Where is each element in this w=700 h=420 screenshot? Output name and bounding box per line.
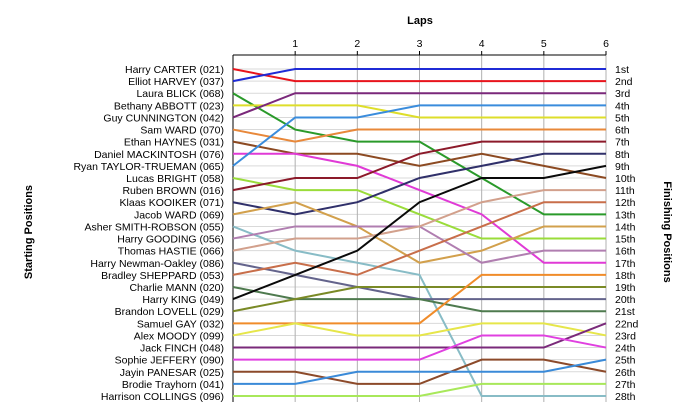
x-tick-label: 1 <box>292 38 298 50</box>
series-line-16 <box>232 189 606 252</box>
chart-title: Laps <box>407 15 433 27</box>
finishing-position-label: 14th <box>615 221 636 233</box>
series-line-21 <box>232 286 606 313</box>
starting-position-label: Lucas BRIGHT (058) <box>126 173 224 185</box>
starting-position-label: Jayin PANESAR (025) <box>120 367 224 379</box>
x-tick-label: 6 <box>603 38 609 50</box>
starting-position-label: Ruben BROWN (016) <box>122 185 224 197</box>
starting-position-label: Charlie MANN (020) <box>129 282 224 294</box>
starting-position-label: Harry Newman-Oakley (086) <box>90 258 224 270</box>
finishing-position-label: 23rd <box>615 330 636 342</box>
series-line-1 <box>232 68 606 83</box>
series-line-13 <box>232 201 606 264</box>
series-line-11 <box>232 140 606 192</box>
finishing-position-label: 17th <box>615 258 636 270</box>
finishing-position-label: 25th <box>615 355 636 367</box>
starting-position-label: Asher SMITH-ROBSON (055) <box>85 221 224 233</box>
starting-position-label: Daniel MACKINTOSH (076) <box>94 149 224 161</box>
starting-position-label: Ryan TAYLOR-TRUEMAN (065) <box>73 161 224 173</box>
finishing-position-label: 2nd <box>615 76 633 88</box>
starting-position-label: Samuel GAY (032) <box>137 318 224 330</box>
starting-position-label: Sam WARD (070) <box>140 125 224 137</box>
finishing-position-labels: 1st2nd3rd4th5th6th7th8th9th10th11th12th1… <box>615 64 639 403</box>
series-lines <box>232 68 607 397</box>
starting-position-label: Laura BLICK (068) <box>136 88 224 100</box>
finishing-position-label: 13th <box>615 209 636 221</box>
finishing-position-label: 24th <box>615 343 636 355</box>
x-tick-labels: 1 2 3 4 5 6 <box>292 38 609 50</box>
finishing-position-label: 20th <box>615 294 636 306</box>
series-line-18 <box>232 201 606 276</box>
starting-position-labels: Harry CARTER (021)Elliot HARVEY (037)Lau… <box>73 64 224 403</box>
starting-position-label: Guy CUNNINGTON (042) <box>103 112 224 124</box>
starting-position-label: Harry KING (049) <box>142 294 224 306</box>
finishing-position-label: 9th <box>615 161 630 173</box>
starting-position-label: Bethany ABBOTT (023) <box>114 100 224 112</box>
starting-position-label: Jack FINCH (048) <box>140 343 224 355</box>
series-line-23 <box>232 322 607 337</box>
starting-position-label: Jacob WARD (069) <box>134 209 224 221</box>
finishing-position-label: 4th <box>615 100 630 112</box>
starting-position-label: Klaas KOOIKER (071) <box>120 197 224 209</box>
series-line-2 <box>232 68 606 83</box>
series-line-8 <box>233 152 606 264</box>
series-line-12 <box>232 152 606 216</box>
series-line-10 <box>232 177 606 240</box>
series-line-28 <box>233 382 606 397</box>
finishing-position-label: 12th <box>615 197 636 209</box>
series-line-9 <box>232 104 606 167</box>
finishing-position-label: 16th <box>615 246 636 258</box>
finishing-position-label: 10th <box>615 173 636 185</box>
finishing-position-label: 15th <box>615 234 636 246</box>
finishing-position-label: 5th <box>615 112 630 124</box>
series-line-6 <box>232 128 606 143</box>
starting-position-label: Harry GOODING (056) <box>117 234 224 246</box>
finishing-position-label: 27th <box>615 379 636 391</box>
series-line-27 <box>233 358 607 385</box>
vertical-gridlines <box>294 55 607 402</box>
series-line-25 <box>233 334 607 361</box>
x-tick-label: 3 <box>417 38 423 50</box>
x-tick-label: 2 <box>354 38 360 50</box>
starting-position-label: Thomas HASTIE (066) <box>118 246 224 258</box>
y-axis-label-right: Finishing Positions <box>661 181 673 282</box>
finishing-position-label: 21st <box>615 306 635 318</box>
series-line-24 <box>233 322 607 349</box>
starting-position-label: Alex MOODY (099) <box>134 330 224 342</box>
series-line-4 <box>233 104 606 119</box>
finishing-position-label: 28th <box>615 391 636 403</box>
y-axis-label-left: Starting Positions <box>23 185 35 279</box>
starting-position-label: Elliot HARVEY (037) <box>128 76 224 88</box>
finishing-position-label: 1st <box>615 64 629 76</box>
finishing-position-label: 3rd <box>615 88 630 100</box>
finishing-position-label: 18th <box>615 270 636 282</box>
starting-position-label: Harrison COLLINGS (096) <box>101 391 224 403</box>
finishing-position-label: 7th <box>615 137 630 149</box>
axes <box>232 51 607 402</box>
x-tick-label: 4 <box>479 38 485 50</box>
series-line-3 <box>232 92 606 216</box>
starting-position-label: Harry CARTER (021) <box>125 64 224 76</box>
series-line-26 <box>233 358 607 385</box>
starting-position-label: Sophie JEFFERY (090) <box>115 355 224 367</box>
series-line-5 <box>232 92 606 119</box>
x-tick-label: 5 <box>541 38 547 50</box>
starting-position-label: Brandon LOVELL (029) <box>115 306 224 318</box>
finishing-position-label: 22nd <box>615 318 639 330</box>
finishing-position-label: 6th <box>615 125 630 137</box>
series-line-14 <box>232 225 606 397</box>
finishing-position-label: 26th <box>615 367 636 379</box>
finishing-position-label: 19th <box>615 282 636 294</box>
starting-position-label: Bradley SHEPPARD (053) <box>101 270 224 282</box>
finishing-position-label: 8th <box>615 149 630 161</box>
starting-position-label: Ethan HAYNES (031) <box>124 137 224 149</box>
finishing-position-label: 11th <box>615 185 635 197</box>
series-line-20 <box>232 164 607 301</box>
starting-position-label: Brodie Trayhorn (041) <box>122 379 224 391</box>
